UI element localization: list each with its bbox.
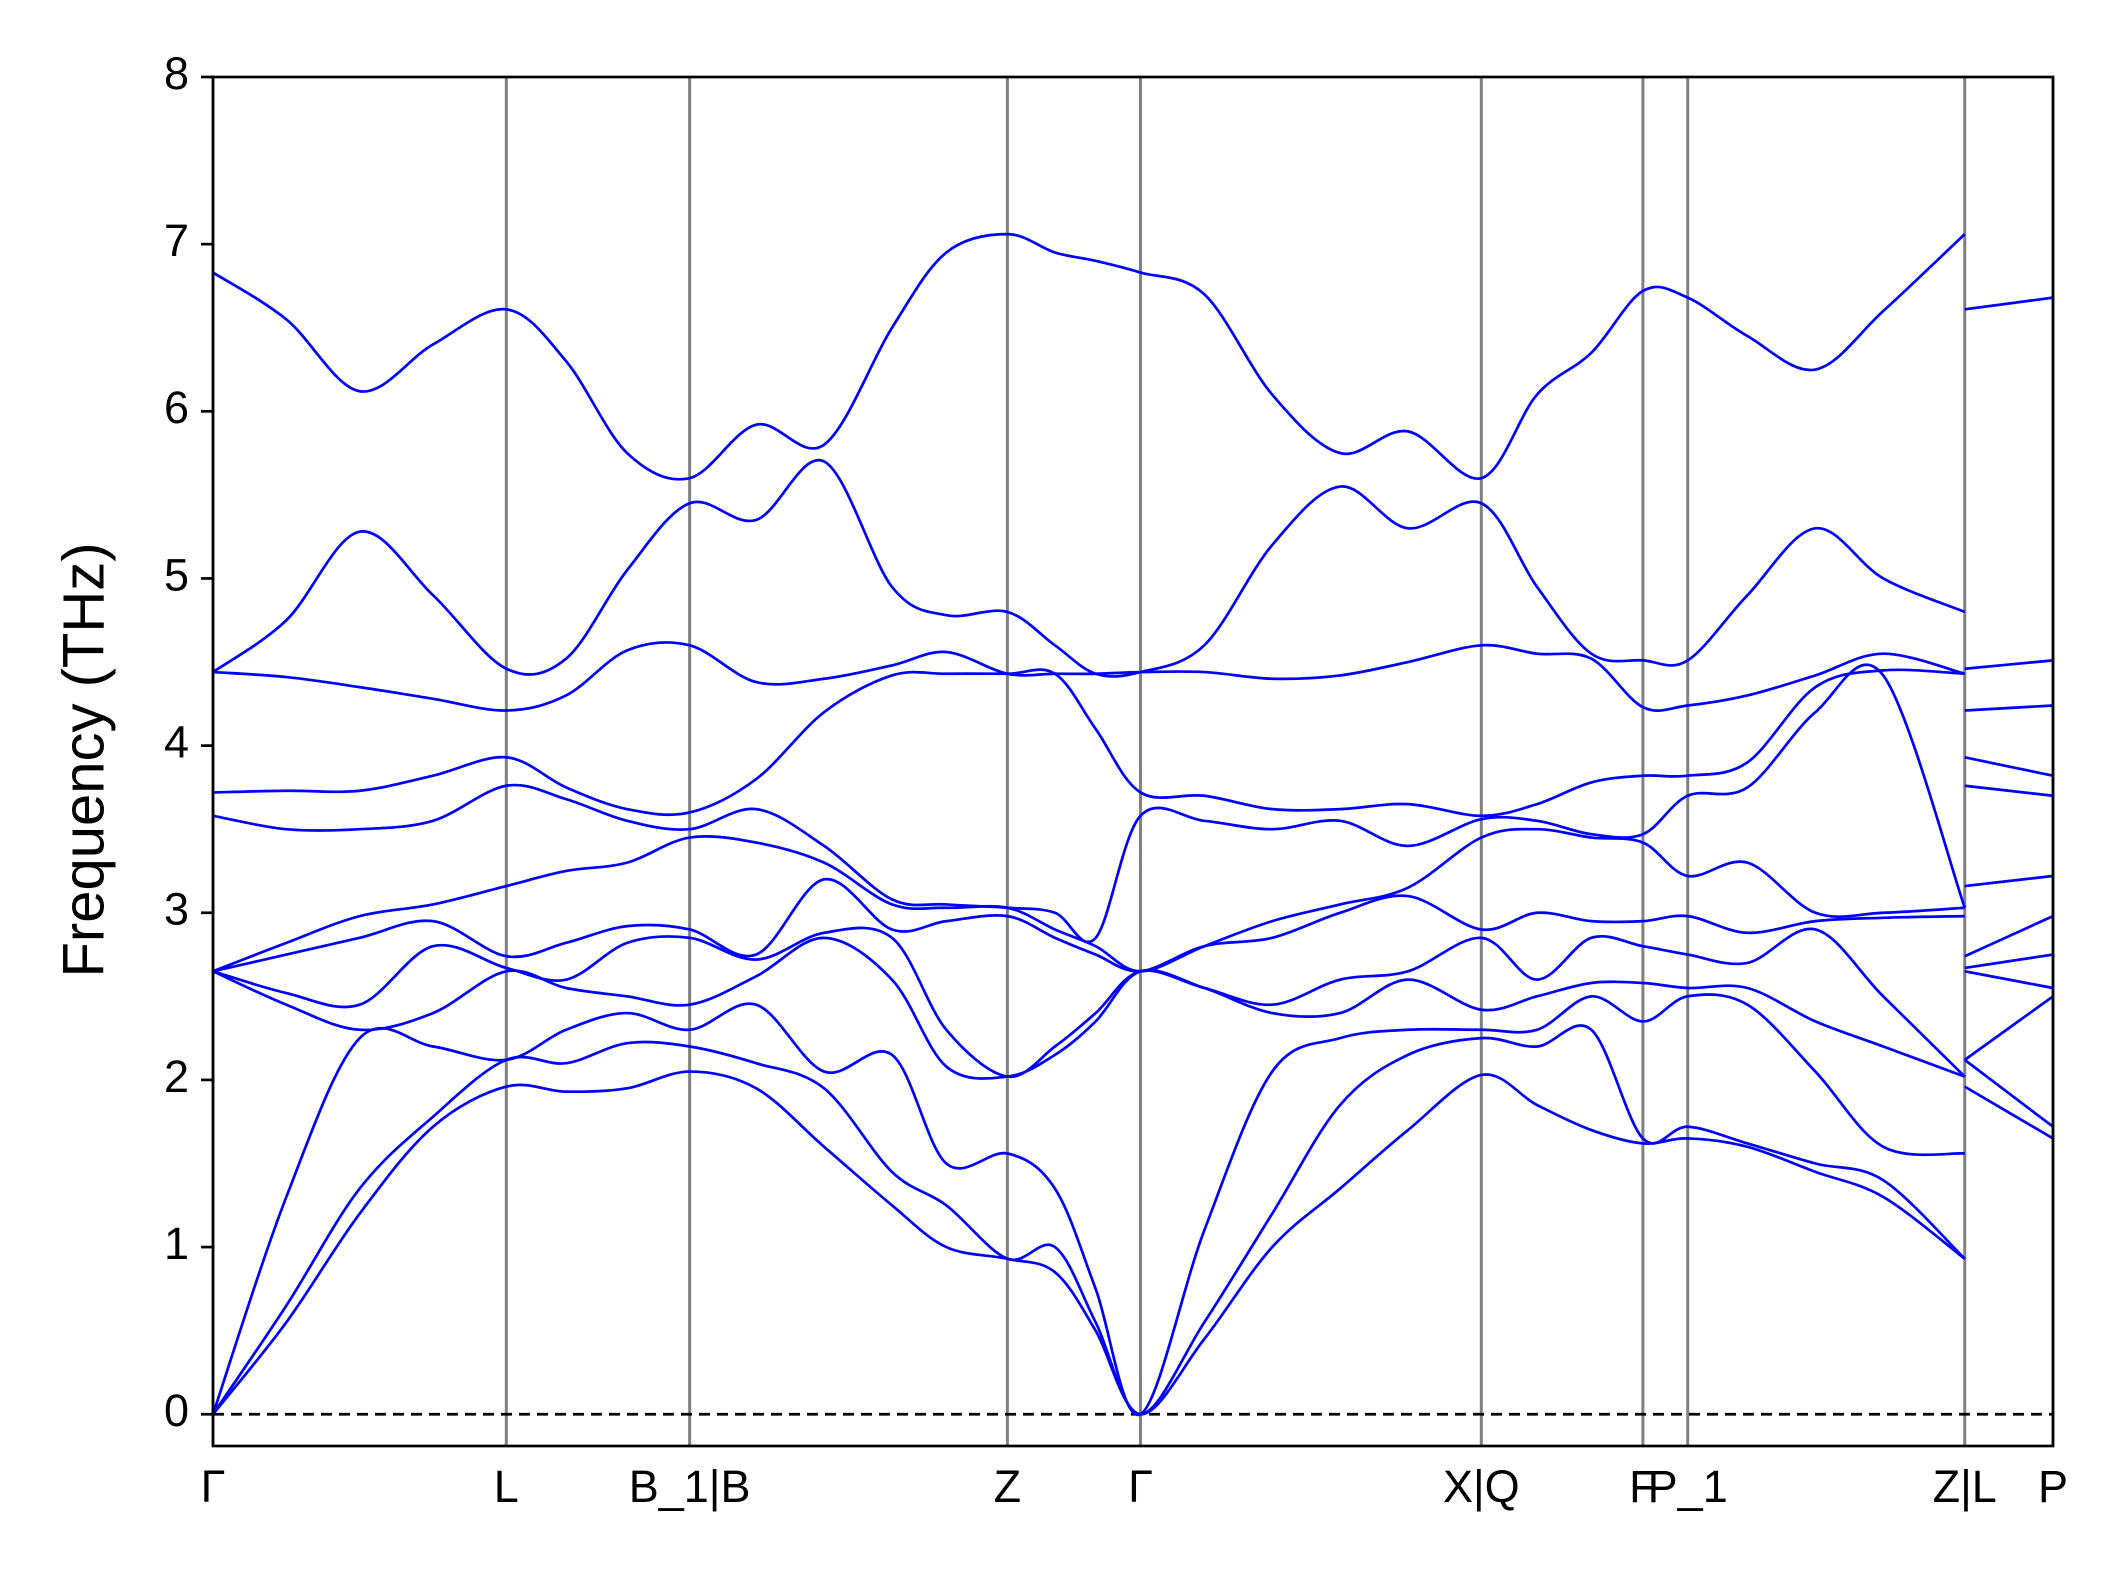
x-tick-label: Γ xyxy=(1128,1461,1153,1512)
band-line xyxy=(211,1024,1966,1416)
band xyxy=(211,993,2054,1417)
band xyxy=(212,877,2054,973)
band xyxy=(212,458,2054,678)
band xyxy=(211,1024,2054,1416)
y-tick-label: 1 xyxy=(164,1218,189,1269)
band xyxy=(212,827,2054,973)
x-tick-label: F xyxy=(1629,1461,1657,1512)
band xyxy=(212,663,2054,944)
x-tick-label: P_1 xyxy=(1648,1461,1728,1512)
band-line xyxy=(212,458,1966,678)
band-line xyxy=(212,877,1965,973)
y-tick-label: 4 xyxy=(164,717,189,768)
x-tick-label: L xyxy=(494,1461,519,1512)
band-line xyxy=(1963,1058,2054,1128)
band-line xyxy=(212,641,1966,712)
band-line xyxy=(1964,704,2054,712)
band-line xyxy=(212,663,1967,944)
band-line xyxy=(212,827,1965,973)
x-tick-label: B_1|B xyxy=(629,1461,751,1512)
band xyxy=(212,641,2054,712)
band xyxy=(212,936,2054,1080)
band-line xyxy=(1964,914,2054,958)
band-line xyxy=(1964,296,2054,311)
x-tick-label: Γ xyxy=(201,1461,226,1512)
band-line xyxy=(1964,1085,2054,1140)
band-line xyxy=(1964,755,2054,778)
band-line xyxy=(212,926,1966,1078)
band xyxy=(212,668,2054,818)
x-tick-label: P xyxy=(2038,1461,2068,1512)
band-line xyxy=(1963,995,2054,1061)
x-tick-label: Z xyxy=(994,1461,1022,1512)
band-line xyxy=(1964,953,2054,970)
band-line xyxy=(1964,784,2054,798)
y-tick-label: 0 xyxy=(164,1385,189,1436)
y-tick-label: 7 xyxy=(164,215,189,266)
band-line xyxy=(1964,874,2054,888)
band-line xyxy=(212,232,1966,481)
band xyxy=(212,232,2054,481)
y-tick-label: 2 xyxy=(164,1051,189,1102)
band-line xyxy=(212,668,1965,818)
band-line xyxy=(1964,969,2054,990)
y-tick-label: 6 xyxy=(164,382,189,433)
y-tick-label: 3 xyxy=(164,884,189,935)
y-tick-label: 5 xyxy=(164,549,189,600)
band-line xyxy=(211,1070,1966,1416)
band-line xyxy=(211,993,1965,1417)
band xyxy=(211,1070,2054,1416)
x-tick-label: Z|L xyxy=(1933,1461,1997,1512)
band xyxy=(212,926,2054,1078)
x-tick-label: X|Q xyxy=(1443,1461,1520,1512)
axes-frame xyxy=(211,75,2055,1448)
y-tick-label: 8 xyxy=(164,48,189,99)
band-line xyxy=(1964,659,2054,671)
y-axis-label: Frequency (THz) xyxy=(51,542,116,977)
